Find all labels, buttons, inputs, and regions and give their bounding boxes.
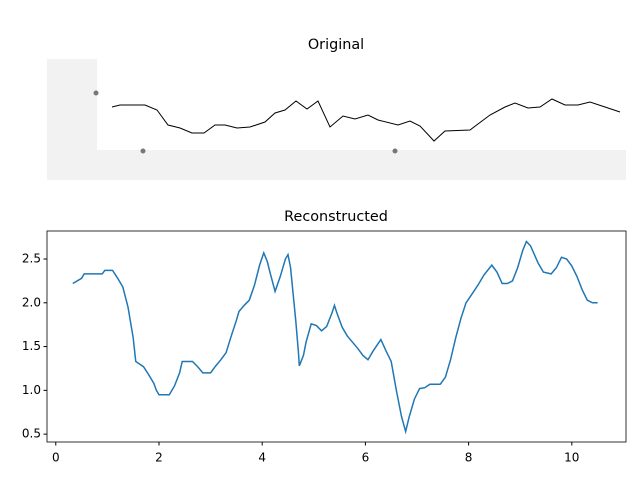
image-region xyxy=(97,150,626,180)
x-tick-label: 0 xyxy=(52,451,60,465)
image-dot xyxy=(93,90,99,96)
y-tick-label: 0.5 xyxy=(22,427,41,441)
chart-title: Reconstructed xyxy=(284,209,388,225)
image-region xyxy=(47,59,97,180)
y-tick-label: 1.5 xyxy=(22,339,41,353)
image-curve xyxy=(111,98,621,142)
y-tick-label: 2.5 xyxy=(22,252,41,266)
x-tick-label: 10 xyxy=(564,451,579,465)
image-dot xyxy=(140,148,146,154)
axes-frame xyxy=(46,230,627,443)
x-tick-label: 4 xyxy=(258,451,266,465)
x-tick-label: 8 xyxy=(465,451,473,465)
chart-title: Original xyxy=(308,37,364,53)
x-tick-label: 2 xyxy=(155,451,163,465)
image-dot xyxy=(392,148,398,154)
y-tick-label: 2.0 xyxy=(22,295,41,309)
line-series xyxy=(72,240,598,435)
x-tick-label: 6 xyxy=(362,451,370,465)
original-image xyxy=(47,59,626,180)
y-tick-label: 1.0 xyxy=(22,383,41,397)
